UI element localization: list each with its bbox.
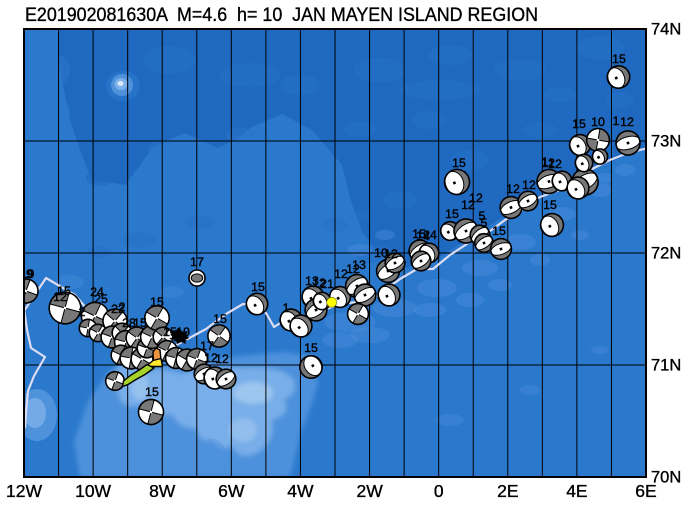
svg-text:15: 15 xyxy=(251,280,265,294)
svg-text:6W: 6W xyxy=(218,481,245,501)
svg-text:15: 15 xyxy=(57,284,71,298)
svg-text:12: 12 xyxy=(173,330,187,344)
svg-text:12W: 12W xyxy=(6,481,42,501)
svg-text:8W: 8W xyxy=(149,481,176,501)
svg-text:4E: 4E xyxy=(566,481,587,501)
svg-text:10: 10 xyxy=(176,325,190,339)
svg-text:2: 2 xyxy=(119,300,126,314)
svg-text:10: 10 xyxy=(374,246,388,260)
svg-text:12: 12 xyxy=(541,156,555,170)
svg-text:12: 12 xyxy=(620,115,634,129)
svg-text:15: 15 xyxy=(163,325,177,339)
svg-text:15: 15 xyxy=(145,385,159,399)
svg-text:2W: 2W xyxy=(356,481,383,501)
svg-text:12: 12 xyxy=(548,157,562,171)
svg-text:21: 21 xyxy=(320,277,334,291)
svg-text:14: 14 xyxy=(416,229,430,243)
svg-text:12: 12 xyxy=(522,178,536,192)
svg-text:72N: 72N xyxy=(651,245,681,263)
svg-text:12: 12 xyxy=(469,191,483,205)
svg-text:73N: 73N xyxy=(651,133,681,151)
svg-text:15: 15 xyxy=(213,312,227,326)
svg-text:13: 13 xyxy=(352,258,366,272)
svg-text:5: 5 xyxy=(481,216,488,230)
svg-text:10: 10 xyxy=(591,115,605,129)
svg-text:12: 12 xyxy=(384,247,398,261)
svg-text:0: 0 xyxy=(434,481,444,501)
svg-text:28: 28 xyxy=(122,316,136,330)
svg-text:1: 1 xyxy=(613,114,620,128)
svg-text:24: 24 xyxy=(423,228,437,242)
svg-text:2E: 2E xyxy=(497,481,518,501)
svg-text:12: 12 xyxy=(346,262,360,276)
svg-text:1: 1 xyxy=(283,301,290,315)
svg-text:17: 17 xyxy=(190,255,204,269)
svg-text:5: 5 xyxy=(479,209,486,223)
svg-text:17: 17 xyxy=(200,339,214,353)
svg-text:2: 2 xyxy=(79,305,86,319)
svg-text:22: 22 xyxy=(111,302,125,316)
svg-text:12: 12 xyxy=(461,198,475,212)
svg-text:25: 25 xyxy=(94,292,108,306)
svg-text:15: 15 xyxy=(572,117,586,131)
svg-text:12: 12 xyxy=(215,352,229,366)
svg-text:14: 14 xyxy=(169,328,183,342)
svg-text:15: 15 xyxy=(445,207,459,221)
svg-text:15: 15 xyxy=(452,156,466,170)
svg-text:19: 19 xyxy=(19,267,33,281)
svg-text:6E: 6E xyxy=(635,481,656,501)
svg-text:15: 15 xyxy=(492,224,506,238)
svg-text:74N: 74N xyxy=(651,21,681,39)
svg-text:E201902081630A M=4.6 h= 10: E201902081630A M=4.6 h= 10 JAN MAYEN ISL… xyxy=(25,5,538,26)
svg-text:15: 15 xyxy=(412,227,426,241)
svg-text:24: 24 xyxy=(90,285,104,299)
svg-text:12: 12 xyxy=(204,351,218,365)
svg-text:15: 15 xyxy=(304,341,318,355)
svg-text:19: 19 xyxy=(21,267,35,281)
svg-text:12: 12 xyxy=(506,182,520,196)
svg-text:70N: 70N xyxy=(651,469,681,487)
svg-text:10W: 10W xyxy=(75,481,111,501)
svg-text:1: 1 xyxy=(542,155,549,169)
svg-text:12: 12 xyxy=(53,290,67,304)
svg-text:15: 15 xyxy=(133,316,147,330)
svg-text:13: 13 xyxy=(305,274,319,288)
svg-text:15: 15 xyxy=(543,198,557,212)
svg-text:12: 12 xyxy=(312,276,326,290)
svg-text:15: 15 xyxy=(612,52,626,66)
svg-text:71N: 71N xyxy=(651,357,681,375)
svg-text:15: 15 xyxy=(150,295,164,309)
svg-text:12: 12 xyxy=(334,267,348,281)
svg-text:4W: 4W xyxy=(287,481,314,501)
